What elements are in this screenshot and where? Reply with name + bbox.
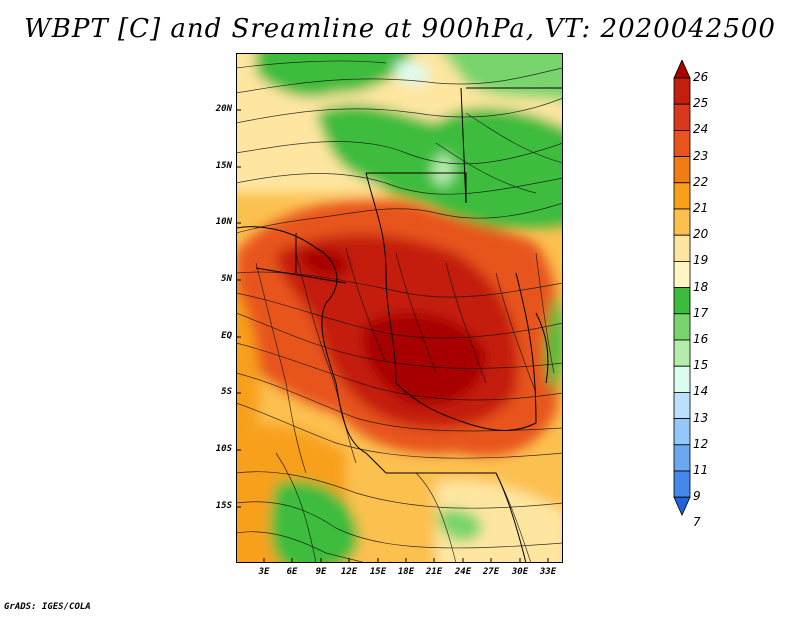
lon-label-21e: 21E bbox=[425, 567, 443, 577]
colorbar-label: 9 bbox=[693, 489, 701, 504]
chart-title: WBPT [C] and Sreamline at 900hPa, VT: 20… bbox=[24, 14, 776, 44]
lon-label-12e: 12E bbox=[340, 567, 358, 577]
colorbar-label: 26 bbox=[693, 70, 709, 84]
lon-label-27e: 27E bbox=[482, 567, 500, 577]
colorbar-swatch bbox=[673, 208, 691, 236]
colorbar-bottom-arrow bbox=[673, 496, 691, 517]
colorbar-label: 22 bbox=[693, 174, 709, 189]
lon-label-18e: 18E bbox=[397, 567, 415, 577]
lon-label-30e: 30E bbox=[511, 567, 529, 577]
colorbar-label: 24 bbox=[693, 122, 709, 137]
colorbar-swatch bbox=[673, 287, 691, 315]
map-frame bbox=[236, 53, 563, 563]
lat-label-15s: 15S bbox=[215, 501, 232, 511]
colorbar-label: 14 bbox=[693, 384, 709, 399]
colorbar-label: 16 bbox=[693, 332, 709, 346]
colorbar-swatch bbox=[673, 444, 691, 472]
colorbar-swatch bbox=[673, 391, 691, 419]
colorbar-label: 18 bbox=[693, 279, 709, 294]
map-panel bbox=[236, 53, 563, 563]
colorbar-swatch bbox=[673, 339, 691, 367]
colorbar-label: 12 bbox=[693, 436, 709, 451]
lat-label-10n: 10N bbox=[215, 217, 232, 227]
colorbar-swatch bbox=[673, 470, 691, 498]
lat-label-15n: 15N bbox=[215, 161, 232, 171]
lat-label-eq: EQ bbox=[221, 331, 232, 341]
colorbar-swatch bbox=[673, 156, 691, 184]
colorbar-label: 7 bbox=[693, 515, 701, 530]
colorbar-label: 25 bbox=[693, 96, 709, 111]
lon-label-33e: 33E bbox=[539, 567, 557, 577]
lon-ticks bbox=[263, 558, 549, 563]
lat-label-5s: 5S bbox=[221, 387, 232, 397]
colorbar-label: 19 bbox=[693, 253, 709, 268]
coastlines-borders bbox=[236, 87, 563, 563]
lon-label-3e: 3E bbox=[258, 567, 270, 577]
colorbar-swatch bbox=[673, 365, 691, 393]
lon-label-24e: 24E bbox=[454, 567, 472, 577]
colorbar-swatch bbox=[673, 77, 691, 105]
colorbar-swatch bbox=[673, 130, 691, 158]
colorbar-label: 21 bbox=[693, 201, 709, 215]
lat-ticks bbox=[236, 109, 241, 508]
lat-label-10s: 10S bbox=[215, 444, 232, 454]
footer-credit: GrADS: IGES/COLA bbox=[4, 602, 91, 612]
colorbar-swatch bbox=[673, 182, 691, 210]
colorbar-label: 13 bbox=[693, 410, 709, 425]
colorbar-label: 15 bbox=[693, 358, 709, 373]
colorbar-top-arrow bbox=[673, 60, 691, 79]
colorbar-swatch bbox=[673, 418, 691, 446]
colorbar-label: 20 bbox=[693, 227, 709, 242]
colorbar-swatch bbox=[673, 313, 691, 341]
lon-label-15e: 15E bbox=[369, 567, 387, 577]
colorbar bbox=[673, 60, 691, 517]
lat-label-5n: 5N bbox=[221, 274, 232, 284]
colorbar-label: 17 bbox=[693, 305, 709, 320]
colorbar-label: 11 bbox=[693, 463, 709, 477]
colorbar-swatch bbox=[673, 260, 691, 288]
lon-label-6e: 6E bbox=[286, 567, 298, 577]
wbpt-field-map bbox=[236, 53, 563, 563]
colorbar-label: 23 bbox=[693, 148, 709, 163]
lon-label-9e: 9E bbox=[315, 567, 327, 577]
colorbar-swatch bbox=[673, 234, 691, 262]
lat-label-20n: 20N bbox=[215, 104, 232, 114]
colorbar-swatch bbox=[673, 103, 691, 131]
